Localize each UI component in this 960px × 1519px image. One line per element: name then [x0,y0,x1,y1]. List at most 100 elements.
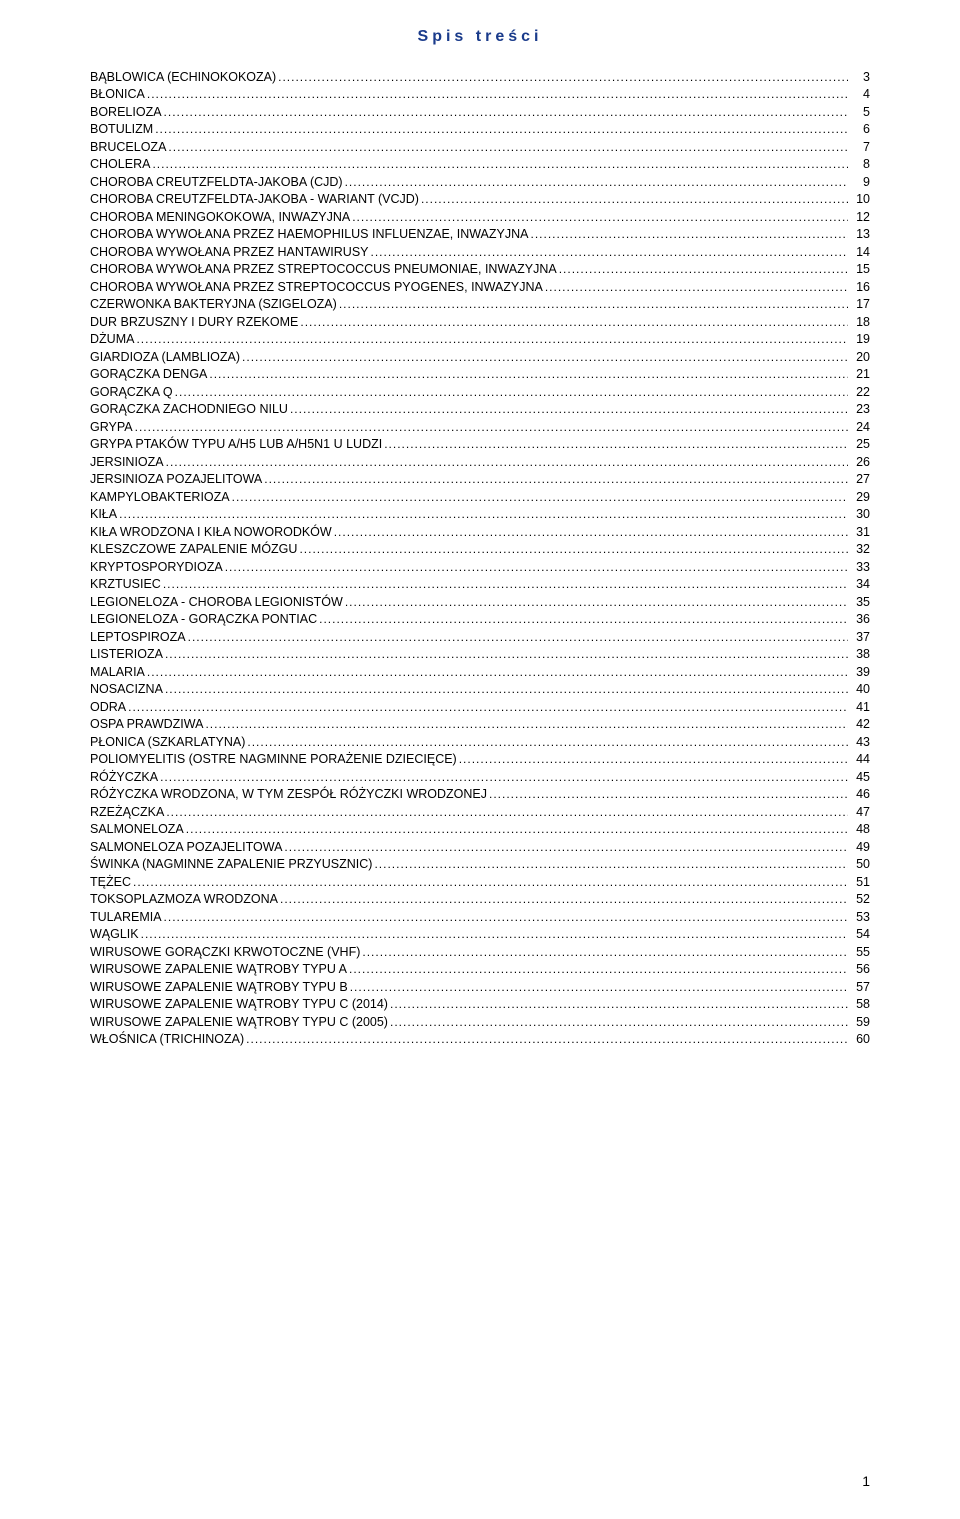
toc-leader-dots [559,263,848,276]
page-title: Spis treści [90,28,870,46]
toc-leader-dots [345,596,848,609]
toc-entry-page: 54 [850,928,870,941]
toc-entry-page: 23 [850,403,870,416]
toc-leader-dots [119,508,848,521]
toc-leader-dots [225,561,848,574]
toc-entry: WIRUSOWE ZAPALENIE WĄTROBY TYPU C (2005)… [90,1013,870,1031]
toc-entry: LEGIONELOZA - CHOROBA LEGIONISTÓW 35 [90,593,870,611]
toc-entry-label: SALMONELOZA POZAJELITOWA [90,841,282,854]
toc-entry: CHOROBA WYWOŁANA PRZEZ STREPTOCOCCUS PNE… [90,261,870,279]
toc-entry-label: BĄBLOWICA (ECHINOKOKOZA) [90,71,276,84]
toc-leader-dots [362,946,848,959]
toc-entry: GORĄCZKA DENGA21 [90,366,870,384]
toc-leader-dots [141,928,848,941]
toc-leader-dots [164,106,848,119]
toc-entry-label: ODRA [90,701,126,714]
toc-leader-dots [371,246,849,259]
toc-entry: BOTULIZM6 [90,121,870,139]
toc-leader-dots [247,736,848,749]
toc-leader-dots [280,893,848,906]
toc-entry-label: WIRUSOWE ZAPALENIE WĄTROBY TYPU C (2014) [90,998,388,1011]
toc-entry-page: 58 [850,998,870,1011]
toc-entry-label: DUR BRZUSZNY I DURY RZEKOME [90,316,298,329]
toc-entry-label: LEGIONELOZA - CHOROBA LEGIONISTÓW [90,596,343,609]
toc-entry-label: LISTERIOZA [90,648,163,661]
toc-leader-dots [489,788,848,801]
toc-entry: CHOROBA MENINGOKOKOWA, INWAZYJNA12 [90,208,870,226]
toc-entry: GRYPA PTAKÓW TYPU A/H5 LUB A/H5N1 U LUDZ… [90,436,870,454]
toc-leader-dots [166,806,848,819]
toc-leader-dots [374,858,848,871]
toc-entry: WIRUSOWE GORĄCZKI KRWOTOCZNE (VHF)55 [90,943,870,961]
toc-entry-page: 45 [850,771,870,784]
toc-entry: WIRUSOWE ZAPALENIE WĄTROBY TYPU B57 [90,978,870,996]
toc-entry: ODRA41 [90,698,870,716]
toc-entry-page: 25 [850,438,870,451]
toc-leader-dots [545,281,848,294]
toc-entry-page: 49 [850,841,870,854]
toc-entry-label: RÓŻYCZKA WRODZONA, W TYM ZESPÓŁ RÓŻYCZKI… [90,788,487,801]
toc-leader-dots [334,526,848,539]
toc-entry-label: CHOROBA WYWOŁANA PRZEZ HANTAWIRUSY [90,246,369,259]
toc-entry: WIRUSOWE ZAPALENIE WĄTROBY TYPU C (2014)… [90,996,870,1014]
toc-entry: TULAREMIA53 [90,908,870,926]
toc-entry-label: CHOROBA CREUTZFELDTA-JAKOBA (CJD) [90,176,343,189]
toc-entry-label: SALMONELOZA [90,823,184,836]
toc-leader-dots [166,456,848,469]
toc-entry-page: 51 [850,876,870,889]
toc-entry: WIRUSOWE ZAPALENIE WĄTROBY TYPU A56 [90,961,870,979]
toc-entry-page: 9 [850,176,870,189]
toc-leader-dots [205,718,848,731]
toc-entry-page: 13 [850,228,870,241]
toc-leader-dots [175,386,848,399]
toc-entry: CHOLERA8 [90,156,870,174]
toc-entry-page: 35 [850,596,870,609]
toc-entry: DŻUMA19 [90,331,870,349]
toc-entry-page: 36 [850,613,870,626]
toc-entry: BRUCELOZA7 [90,138,870,156]
toc-entry: BORELIOZA5 [90,103,870,121]
toc-entry-label: PŁONICA (SZKARLATYNA) [90,736,245,749]
toc-leader-dots [188,631,848,644]
toc-entry-page: 26 [850,456,870,469]
toc-entry-label: POLIOMYELITIS (OSTRE NAGMINNE PORAŻENIE … [90,753,457,766]
toc-leader-dots [352,211,848,224]
toc-entry-label: ŚWINKA (NAGMINNE ZAPALENIE PRZYUSZNIC) [90,858,372,871]
toc-leader-dots [168,141,848,154]
toc-entry: LEGIONELOZA - GORĄCZKA PONTIAC36 [90,611,870,629]
toc-leader-dots [284,841,848,854]
toc-entry-label: CHOROBA WYWOŁANA PRZEZ HAEMOPHILUS INFLU… [90,228,528,241]
toc-leader-dots [350,981,848,994]
toc-entry-page: 32 [850,543,870,556]
toc-leader-dots [384,438,848,451]
toc-entry-label: CHOROBA WYWOŁANA PRZEZ STREPTOCOCCUS PNE… [90,263,557,276]
toc-entry-label: GORĄCZKA DENGA [90,368,207,381]
toc-entry: KRYPTOSPORYDIOZA33 [90,558,870,576]
toc-entry-label: GRYPA PTAKÓW TYPU A/H5 LUB A/H5N1 U LUDZ… [90,438,382,451]
toc-entry-label: WIRUSOWE ZAPALENIE WĄTROBY TYPU C (2005) [90,1016,388,1029]
toc-leader-dots [232,491,848,504]
toc-entry: CHOROBA CREUTZFELDTA-JAKOBA - WARIANT (v… [90,191,870,209]
toc-entry: NOSACIZNA40 [90,681,870,699]
toc-leader-dots [186,823,848,836]
toc-entry-page: 16 [850,281,870,294]
toc-entry: RZEŻĄCZKA47 [90,803,870,821]
toc-entry-label: TĘŻEC [90,876,131,889]
toc-entry: GORĄCZKA ZACHODNIEGO NILU23 [90,401,870,419]
toc-entry-page: 31 [850,526,870,539]
toc-leader-dots [246,1033,848,1046]
toc-leader-dots [290,403,848,416]
toc-entry-page: 14 [850,246,870,259]
toc-entry: CZERWONKA BAKTERYJNA (SZIGELOZA)17 [90,296,870,314]
toc-entry-label: MALARIA [90,666,145,679]
toc-entry: KIŁA30 [90,506,870,524]
table-of-contents: BĄBLOWICA (ECHINOKOKOZA)3BŁONICA4BORELIO… [90,68,870,1048]
toc-entry-page: 40 [850,683,870,696]
toc-entry-page: 27 [850,473,870,486]
toc-entry-label: DŻUMA [90,333,134,346]
toc-entry: PŁONICA (SZKARLATYNA)43 [90,733,870,751]
toc-entry-label: CHOROBA MENINGOKOKOWA, INWAZYJNA [90,211,350,224]
toc-entry-page: 34 [850,578,870,591]
toc-leader-dots [345,176,848,189]
toc-leader-dots [390,998,848,1011]
